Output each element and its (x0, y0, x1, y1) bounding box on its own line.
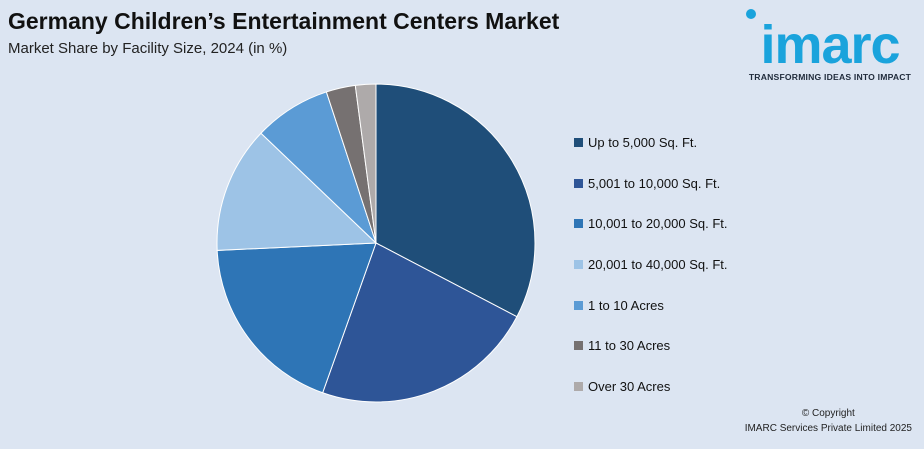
chart-legend: Up to 5,000 Sq. Ft. 5,001 to 10,000 Sq. F… (574, 122, 814, 407)
legend-item: 5,001 to 10,000 Sq. Ft. (574, 163, 814, 204)
legend-label: 1 to 10 Acres (588, 297, 664, 313)
legend-label: Over 30 Acres (588, 378, 671, 394)
legend-item: 1 to 10 Acres (574, 285, 814, 326)
chart-title: Germany Children’s Entertainment Centers… (8, 8, 560, 34)
legend-swatch (574, 341, 583, 351)
logo-wordmark: imarc (760, 15, 900, 75)
legend-swatch (574, 219, 583, 229)
legend-label: 5,001 to 10,000 Sq. Ft. (588, 175, 721, 191)
legend-item: 20,001 to 40,000 Sq. Ft. (574, 244, 814, 285)
copyright-company: IMARC Services Private Limited 2025 (744, 423, 912, 434)
legend-item: 11 to 30 Acres (574, 325, 814, 366)
legend-swatch (574, 300, 583, 310)
legend-label: 10,001 to 20,000 Sq. Ft. (588, 216, 728, 232)
copyright-notice: © Copyright IMARC Services Private Limit… (745, 406, 912, 436)
legend-swatch (574, 381, 583, 391)
pie-slice-7 (354, 83, 377, 244)
imarc-logo: imarc TRANSFORMING IDEAS INTO IMPACT (740, 4, 920, 84)
legend-swatch (574, 259, 583, 269)
legend-label: 20,001 to 40,000 Sq. Ft. (588, 256, 728, 272)
copyright-label: © Copyright (801, 408, 855, 419)
logo-dot-icon (746, 9, 756, 19)
legend-label: Up to 5,000 Sq. Ft. (588, 134, 698, 150)
legend-item: Up to 5,000 Sq. Ft. (574, 122, 814, 163)
pie-slice-1 (375, 83, 536, 318)
legend-label: 11 to 30 Acres (588, 338, 671, 354)
legend-item: 10,001 to 20,000 Sq. Ft. (574, 203, 814, 244)
pie-slice-3 (216, 242, 377, 394)
legend-swatch (574, 178, 583, 188)
legend-item: Over 30 Acres (574, 366, 814, 407)
chart-subtitle: Market Share by Facility Size, 2024 (in … (8, 40, 288, 57)
logo-tagline: TRANSFORMING IDEAS INTO IMPACT (748, 72, 912, 82)
pie-slice-2 (322, 242, 518, 403)
legend-swatch (574, 137, 583, 147)
pie-slice-4 (216, 132, 378, 251)
